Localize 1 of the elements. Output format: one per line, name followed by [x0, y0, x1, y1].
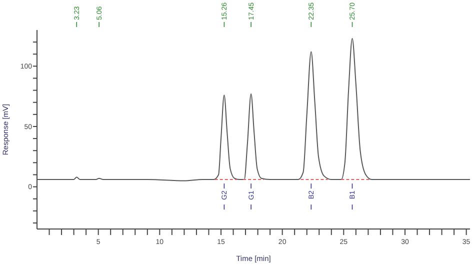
line-series: [36, 38, 470, 182]
